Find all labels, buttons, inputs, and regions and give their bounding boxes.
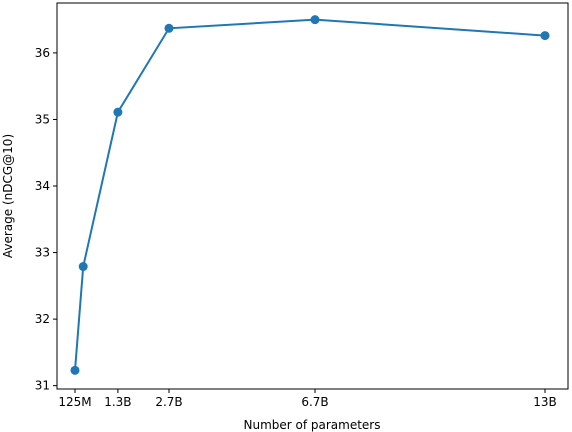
plot-frame (56, 2, 569, 390)
point (164, 23, 174, 33)
x-axis-label: Number of parameters (243, 418, 380, 432)
y-tick-label: 31 (35, 379, 50, 393)
y-tick-label: 34 (35, 179, 50, 193)
line (74, 18, 546, 371)
x-tick-label: 6.7B (301, 395, 328, 409)
y-tick-label: 35 (35, 112, 50, 126)
y-axis-label: Average (nDCG@10) (1, 134, 15, 258)
x-tick-label: 1.3B (104, 395, 131, 409)
point (310, 15, 320, 25)
point (540, 31, 550, 41)
point (78, 262, 88, 272)
y-tick-label: 33 (35, 246, 50, 260)
x-tick-label: 13B (533, 395, 557, 409)
y-tick-label: 36 (35, 46, 50, 60)
x-tick-label: 125M (58, 395, 91, 409)
x-tick-label: 2.7B (155, 395, 182, 409)
y-tick-label: 32 (35, 312, 50, 326)
point (113, 107, 123, 117)
point (70, 365, 80, 375)
